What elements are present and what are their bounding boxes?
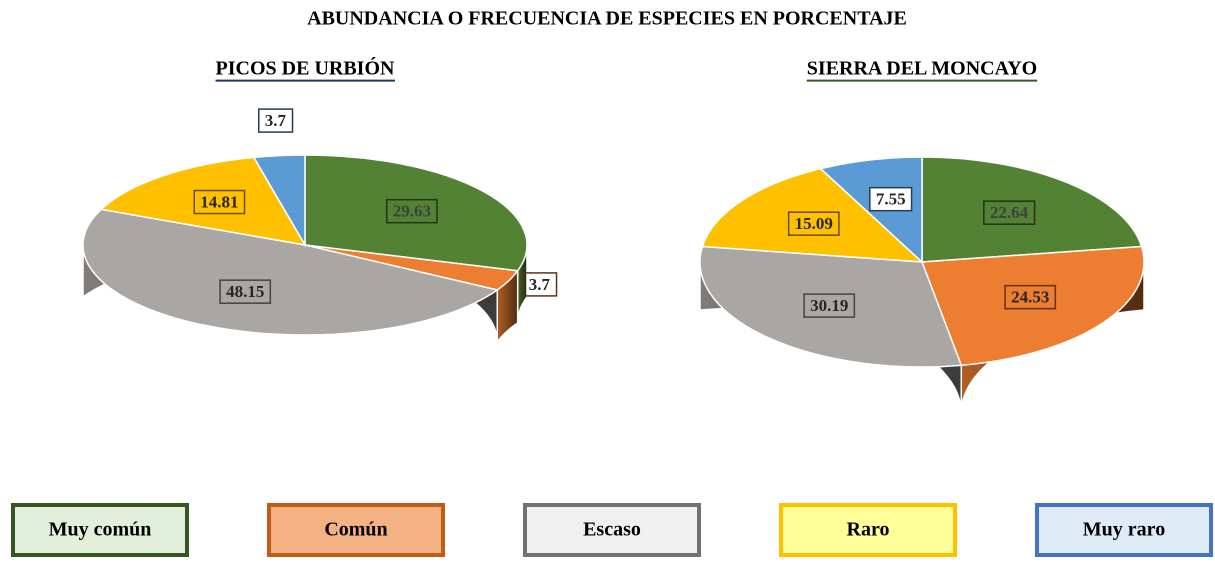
data-label-box: [193, 189, 246, 215]
data-label-box: [522, 272, 558, 297]
pie-slice: [920, 245, 1145, 367]
data-label: 24.53: [1011, 288, 1049, 307]
legend-box: [11, 503, 189, 557]
data-label: 15.09: [795, 214, 833, 233]
pie-title: SIERRA DEL MONCAYO: [807, 58, 1037, 80]
data-label-box: [869, 186, 913, 212]
data-label: 48.15: [226, 282, 264, 301]
pie-slice: [699, 245, 963, 368]
data-label-box: [983, 200, 1036, 225]
data-label: 30.19: [810, 296, 848, 315]
data-label: 14.81: [200, 193, 238, 212]
data-label: 29.63: [393, 202, 431, 221]
legend-label: Muy raro: [1083, 519, 1165, 541]
legend-label: Escaso: [583, 519, 641, 541]
pie-slice: [82, 208, 500, 336]
pie-slice: [701, 167, 925, 263]
pie-slice: [921, 156, 1143, 263]
pie-title: PICOS DE URBIÓN: [216, 56, 395, 80]
legend-box: [779, 503, 957, 557]
data-label: 22.64: [990, 203, 1029, 222]
data-label-box: [787, 211, 840, 236]
data-label: 7.55: [876, 190, 906, 209]
data-label-box: [803, 293, 856, 318]
chart-title: ABUNDANCIA O FRECUENCIA DE ESPECIES EN P…: [307, 8, 907, 30]
data-label-box: [258, 108, 294, 133]
data-label: 3.7: [265, 111, 287, 130]
data-label-box: [219, 279, 272, 304]
legend-label: Común: [324, 519, 387, 541]
data-label-box: [1004, 284, 1057, 310]
pie-slice: [304, 154, 528, 272]
data-label: 3.7: [529, 275, 551, 294]
legend-label: Raro: [847, 519, 890, 541]
legend-box: [267, 503, 445, 557]
pie-slice: [252, 154, 306, 248]
pie-slice: [99, 156, 307, 247]
legend-box: [523, 503, 701, 557]
legend-box: [1035, 503, 1213, 557]
legend-label: Muy común: [49, 519, 152, 541]
data-label-box: [385, 198, 438, 224]
